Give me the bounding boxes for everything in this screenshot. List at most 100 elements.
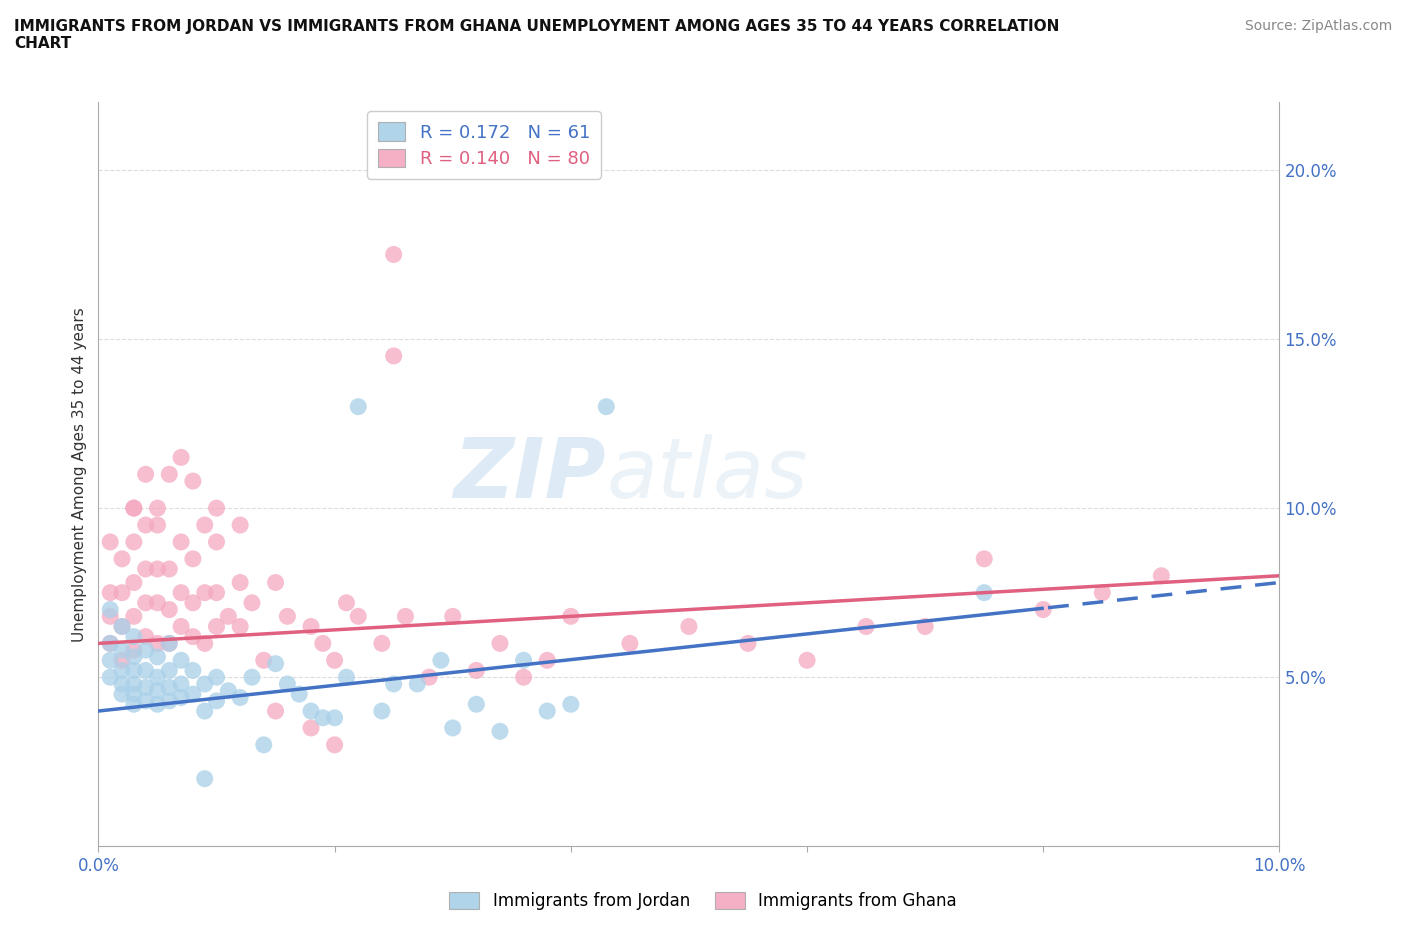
Point [737, 636, 759, 651]
Point [194, 585, 217, 600]
Point [135, 595, 157, 610]
Point [194, 771, 217, 786]
Point [157, 602, 180, 617]
Point [135, 663, 157, 678]
Point [253, 737, 276, 752]
Point [394, 609, 416, 624]
Point [855, 619, 877, 634]
Point [122, 535, 145, 550]
Point [276, 609, 298, 624]
Point [229, 518, 252, 533]
Text: IMMIGRANTS FROM JORDAN VS IMMIGRANTS FROM GHANA UNEMPLOYMENT AMONG AGES 35 TO 44: IMMIGRANTS FROM JORDAN VS IMMIGRANTS FRO… [14, 19, 1060, 51]
Point [240, 595, 263, 610]
Point [146, 518, 169, 533]
Point [335, 595, 357, 610]
Point [205, 585, 228, 600]
Point [111, 686, 134, 701]
Point [181, 551, 204, 566]
Point [181, 473, 204, 488]
Point [264, 704, 287, 719]
Point [205, 694, 228, 709]
Point [98, 602, 121, 617]
Point [135, 680, 157, 695]
Point [170, 619, 193, 634]
Point [157, 694, 180, 709]
Point [122, 500, 145, 515]
Point [146, 649, 169, 664]
Point [276, 676, 298, 691]
Point [111, 653, 134, 668]
Point [371, 636, 394, 651]
Point [98, 670, 121, 684]
Point [217, 684, 239, 698]
Point [914, 619, 936, 634]
Point [181, 663, 204, 678]
Point [170, 585, 193, 600]
Point [194, 676, 217, 691]
Point [312, 636, 335, 651]
Point [98, 585, 121, 600]
Point [194, 704, 217, 719]
Point [619, 636, 641, 651]
Point [512, 653, 534, 668]
Legend: R = 0.172   N = 61, R = 0.140   N = 80: R = 0.172 N = 61, R = 0.140 N = 80 [367, 112, 600, 179]
Point [122, 649, 145, 664]
Point [157, 663, 180, 678]
Point [229, 575, 252, 590]
Point [205, 500, 228, 515]
Point [146, 636, 169, 651]
Point [122, 643, 145, 658]
Point [135, 518, 157, 533]
Point [170, 450, 193, 465]
Point [111, 585, 134, 600]
Point [98, 535, 121, 550]
Point [146, 670, 169, 684]
Point [181, 595, 204, 610]
Point [264, 657, 287, 671]
Point [536, 704, 558, 719]
Text: ZIP: ZIP [454, 433, 606, 515]
Point [1032, 602, 1054, 617]
Point [111, 643, 134, 658]
Text: atlas: atlas [606, 433, 808, 515]
Point [796, 653, 818, 668]
Point [299, 619, 322, 634]
Point [157, 680, 180, 695]
Point [98, 609, 121, 624]
Point [146, 697, 169, 711]
Point [973, 551, 995, 566]
Point [146, 500, 169, 515]
Point [205, 535, 228, 550]
Point [146, 562, 169, 577]
Point [465, 697, 488, 711]
Point [595, 399, 617, 414]
Point [122, 686, 145, 701]
Point [382, 349, 405, 364]
Point [111, 619, 134, 634]
Point [512, 670, 534, 684]
Point [157, 467, 180, 482]
Point [217, 609, 239, 624]
Point [312, 711, 335, 725]
Point [441, 609, 464, 624]
Point [135, 630, 157, 644]
Point [382, 247, 405, 262]
Point [441, 721, 464, 736]
Point [347, 399, 370, 414]
Legend: Immigrants from Jordan, Immigrants from Ghana: Immigrants from Jordan, Immigrants from … [443, 885, 963, 917]
Point [98, 653, 121, 668]
Point [170, 676, 193, 691]
Y-axis label: Unemployment Among Ages 35 to 44 years: Unemployment Among Ages 35 to 44 years [72, 307, 87, 642]
Point [122, 609, 145, 624]
Point [489, 636, 512, 651]
Point [122, 697, 145, 711]
Point [170, 535, 193, 550]
Point [299, 704, 322, 719]
Point [229, 619, 252, 634]
Point [205, 670, 228, 684]
Point [430, 653, 453, 668]
Point [111, 663, 134, 678]
Point [135, 643, 157, 658]
Point [135, 694, 157, 709]
Point [371, 704, 394, 719]
